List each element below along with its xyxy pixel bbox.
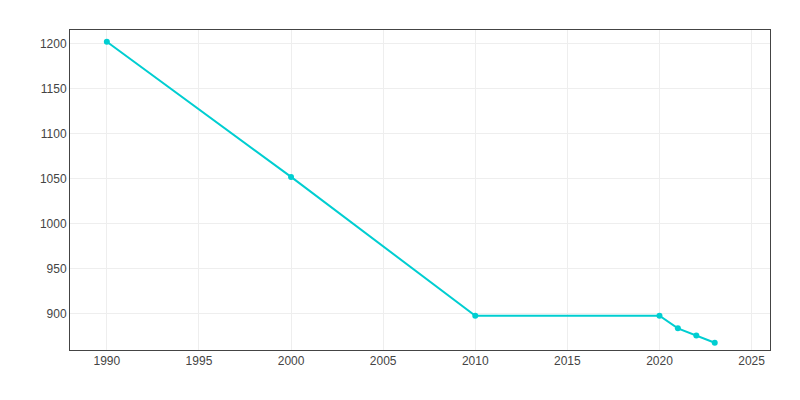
- svg-text:1200: 1200: [40, 37, 67, 51]
- svg-text:2015: 2015: [554, 354, 581, 368]
- svg-text:900: 900: [47, 307, 67, 321]
- svg-text:1000: 1000: [40, 217, 67, 231]
- svg-text:2000: 2000: [278, 354, 305, 368]
- svg-text:1995: 1995: [186, 354, 213, 368]
- svg-text:2025: 2025: [738, 354, 765, 368]
- svg-text:1100: 1100: [41, 127, 67, 141]
- svg-text:1050: 1050: [40, 172, 67, 186]
- svg-text:2010: 2010: [462, 354, 489, 368]
- svg-text:2020: 2020: [646, 354, 673, 368]
- svg-text:1150: 1150: [41, 82, 67, 96]
- svg-text:1990: 1990: [93, 354, 120, 368]
- svg-text:2005: 2005: [370, 354, 397, 368]
- svg-text:950: 950: [47, 262, 67, 276]
